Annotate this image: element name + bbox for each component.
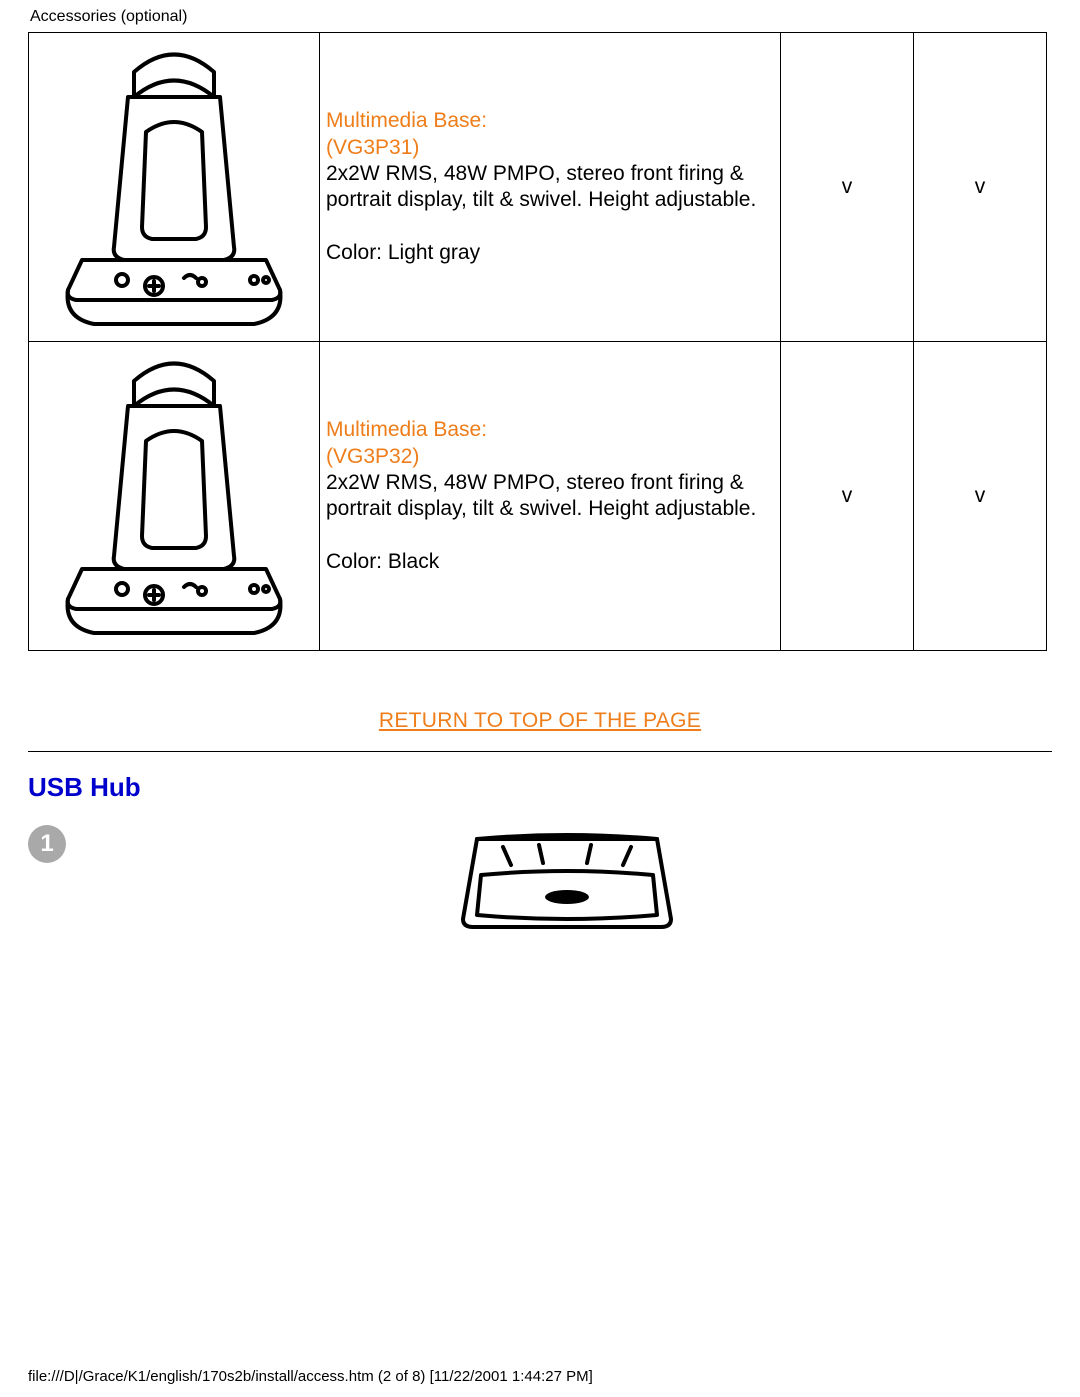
product-color: Color: Light gray	[326, 241, 480, 264]
multimedia-base-icon	[54, 351, 294, 641]
product-title: Multimedia Base:	[326, 109, 487, 132]
check-cell-2: v	[914, 33, 1047, 342]
product-color: Color: Black	[326, 550, 439, 573]
table-row: Multimedia Base: (VG3P31) 2x2W RMS, 48W …	[29, 33, 1047, 342]
table-row: Multimedia Base: (VG3P32) 2x2W RMS, 48W …	[29, 342, 1047, 651]
multimedia-base-icon	[54, 42, 294, 332]
product-image-cell	[29, 33, 320, 342]
section-heading-usb-hub: USB Hub	[28, 772, 1052, 803]
accessories-table: Multimedia Base: (VG3P31) 2x2W RMS, 48W …	[28, 32, 1047, 651]
footer-file-path: file:///D|/Grace/K1/english/170s2b/insta…	[28, 1368, 593, 1385]
divider	[28, 751, 1052, 752]
product-description-cell: Multimedia Base: (VG3P32) 2x2W RMS, 48W …	[320, 342, 781, 651]
product-spec: 2x2W RMS, 48W PMPO, stereo front firing …	[326, 162, 756, 211]
check-cell-1: v	[781, 342, 914, 651]
product-spec: 2x2W RMS, 48W PMPO, stereo front firing …	[326, 471, 756, 520]
usb-hub-icon	[457, 825, 677, 935]
return-to-top-link[interactable]: RETURN TO TOP OF THE PAGE	[28, 709, 1052, 733]
product-model: (VG3P32)	[326, 445, 419, 468]
product-description-cell: Multimedia Base: (VG3P31) 2x2W RMS, 48W …	[320, 33, 781, 342]
product-model: (VG3P31)	[326, 136, 419, 159]
usb-hub-row: 1	[28, 825, 1052, 935]
product-image-cell	[29, 342, 320, 651]
page-header-label: Accessories (optional)	[30, 8, 1052, 26]
product-title: Multimedia Base:	[326, 418, 487, 441]
check-cell-2: v	[914, 342, 1047, 651]
check-cell-1: v	[781, 33, 914, 342]
step-number-badge: 1	[28, 825, 66, 863]
